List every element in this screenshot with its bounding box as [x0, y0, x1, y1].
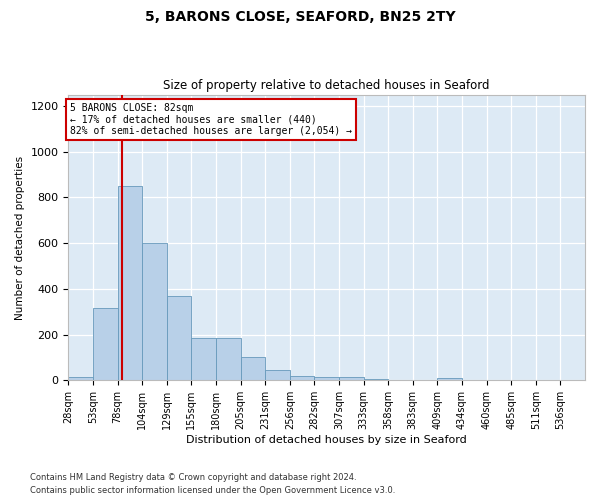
Bar	[265, 370, 290, 380]
Bar	[216, 338, 241, 380]
Bar	[241, 358, 265, 380]
Bar	[191, 338, 216, 380]
Bar	[290, 376, 314, 380]
Bar	[68, 377, 93, 380]
Bar	[167, 296, 191, 380]
Y-axis label: Number of detached properties: Number of detached properties	[15, 156, 25, 320]
Text: 5 BARONS CLOSE: 82sqm
← 17% of detached houses are smaller (440)
82% of semi-det: 5 BARONS CLOSE: 82sqm ← 17% of detached …	[70, 103, 352, 136]
Bar	[339, 377, 364, 380]
Bar	[314, 377, 339, 380]
Bar	[118, 186, 142, 380]
X-axis label: Distribution of detached houses by size in Seaford: Distribution of detached houses by size …	[187, 435, 467, 445]
Text: Contains HM Land Registry data © Crown copyright and database right 2024.
Contai: Contains HM Land Registry data © Crown c…	[30, 474, 395, 495]
Bar	[93, 308, 118, 380]
Title: Size of property relative to detached houses in Seaford: Size of property relative to detached ho…	[163, 79, 490, 92]
Bar	[364, 379, 388, 380]
Bar	[142, 243, 167, 380]
Text: 5, BARONS CLOSE, SEAFORD, BN25 2TY: 5, BARONS CLOSE, SEAFORD, BN25 2TY	[145, 10, 455, 24]
Bar	[437, 378, 462, 380]
